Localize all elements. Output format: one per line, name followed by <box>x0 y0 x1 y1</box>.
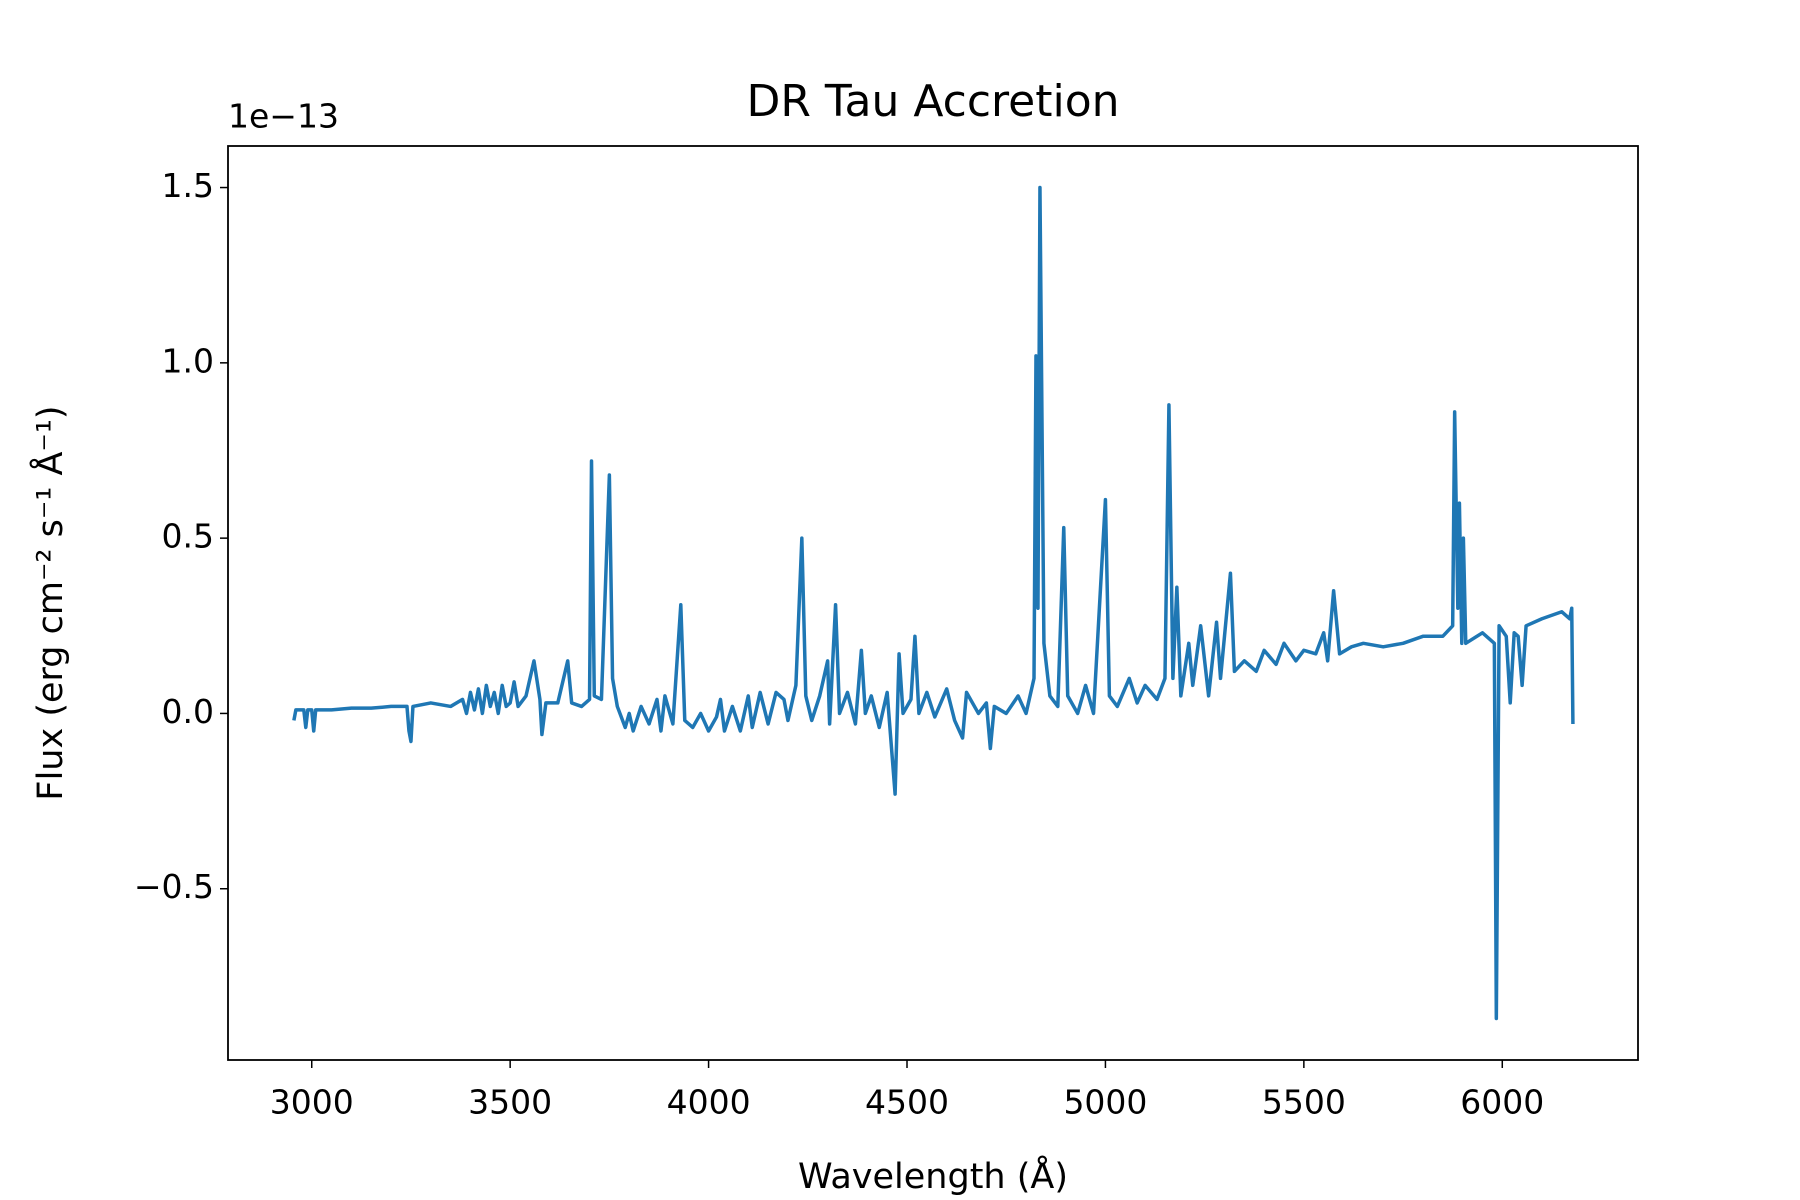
x-tick-label: 6000 <box>1460 1083 1544 1122</box>
y-tick-label: 0.0 <box>162 692 214 731</box>
x-tick-label: 4500 <box>865 1083 949 1122</box>
data-line <box>292 185 1575 1021</box>
chart-title: DR Tau Accretion <box>746 76 1119 127</box>
x-tick-label: 5500 <box>1262 1083 1346 1122</box>
y-tick-label: 1.0 <box>162 341 214 380</box>
plot-frame <box>227 145 1639 1061</box>
y-axis-label: Flux (erg cm⁻² s⁻¹ Å⁻¹) <box>28 405 71 800</box>
x-tick-label: 4000 <box>667 1083 751 1122</box>
y-offset-text: 1e−13 <box>228 97 339 136</box>
x-tick-label: 3000 <box>270 1083 354 1122</box>
y-tick-label: 1.5 <box>162 166 214 205</box>
x-axis-label: Wavelength (Å) <box>798 1154 1068 1197</box>
y-tick-label: 0.5 <box>162 517 214 556</box>
y-tick-label: −0.5 <box>134 867 214 906</box>
x-tick-label: 5000 <box>1063 1083 1147 1122</box>
x-tick-label: 3500 <box>468 1083 552 1122</box>
